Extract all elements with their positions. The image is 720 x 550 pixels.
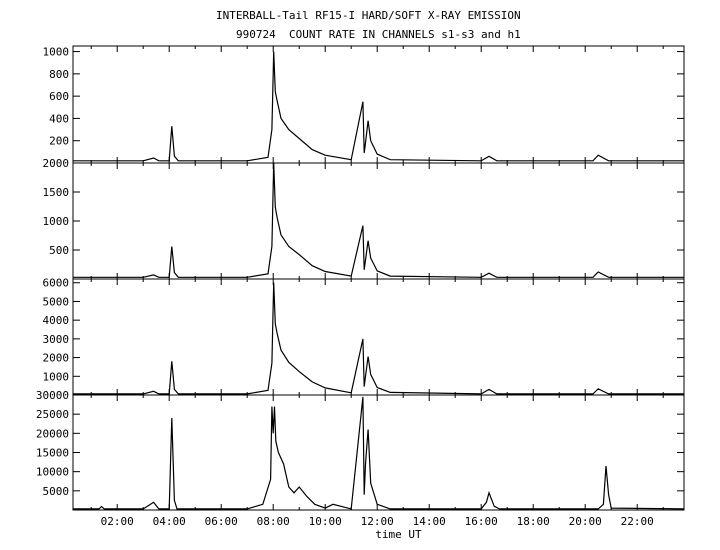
x-tick-label: 14:00 (413, 515, 446, 528)
x-tick-label: 02:00 (101, 515, 134, 528)
panel-1: 200 400 600 800 1000 (43, 45, 685, 164)
x-tick-label: 16:00 (465, 515, 498, 528)
x-tick-label: 10:00 (309, 515, 342, 528)
x-tick-label: 12:00 (361, 515, 394, 528)
y-tick-label: 2000 (43, 157, 70, 170)
y-tick-label: 30000 (36, 389, 69, 402)
y-tick-label: 1000 (43, 370, 70, 383)
y-tick-label: 15000 (36, 447, 69, 460)
y-tick-label: 5000 (43, 485, 70, 498)
x-tick-label: 04:00 (153, 515, 186, 528)
x-tick-label: 08:00 (257, 515, 290, 528)
panel-frame (72, 162, 685, 280)
y-tick-label: 25000 (36, 408, 69, 421)
y-tick-label: 20000 (36, 427, 69, 440)
x-axis-label: time UT (375, 528, 422, 541)
x-tick-label: 06:00 (205, 515, 238, 528)
x-tick-label: 20:00 (569, 515, 602, 528)
y-tick-label: 2000 (43, 352, 70, 365)
y-tick-label: 1000 (43, 46, 70, 59)
panel-frame (72, 278, 685, 396)
series-line (73, 396, 685, 510)
y-tick-label: 10000 (36, 466, 69, 479)
chart-title: INTERBALL-Tail RF15-I HARD/SOFT X-RAY EM… (216, 9, 521, 22)
y-tick-label: 800 (49, 68, 69, 81)
x-tick-label: 18:00 (517, 515, 550, 528)
x-tick-label: 22:00 (621, 515, 654, 528)
y-tick-label: 4000 (43, 314, 70, 327)
y-tick-label: 3000 (43, 333, 70, 346)
panel-2: 500 1000 1500 2000 (43, 157, 685, 280)
series-line (73, 51, 684, 162)
y-tick-label: 600 (49, 90, 69, 103)
chart-subtitle: 990724 COUNT RATE IN CHANNELS s1-s3 and … (236, 28, 521, 41)
panel-4: 5000 10000 15000 20000 25000 30000 (36, 389, 685, 511)
y-tick-label: 500 (49, 244, 69, 257)
y-tick-label: 6000 (43, 277, 70, 290)
y-tick-label: 5000 (43, 295, 70, 308)
panel-frame (72, 45, 685, 164)
series-line (73, 282, 684, 395)
panel-frame (72, 394, 685, 511)
y-tick-label: 1000 (43, 215, 70, 228)
y-tick-label: 200 (49, 135, 69, 148)
y-tick-label: 400 (49, 112, 69, 125)
panel-3: 1000 2000 3000 4000 5000 6000 (43, 277, 685, 396)
series-line (73, 162, 684, 278)
y-tick-label: 1500 (43, 186, 70, 199)
